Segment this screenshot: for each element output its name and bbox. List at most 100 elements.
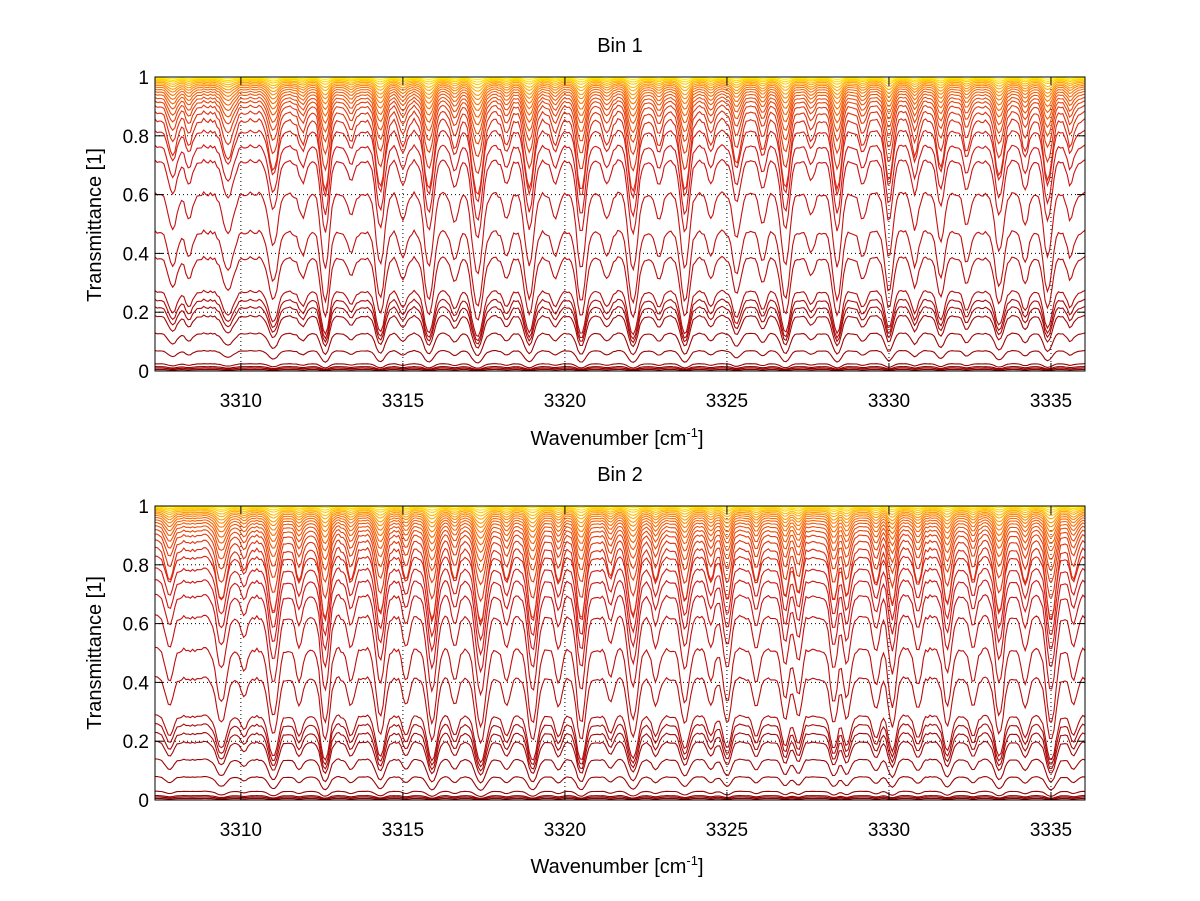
series-line — [154, 78, 1086, 83]
x-tick-label: 3335 — [1030, 391, 1072, 412]
plot-title: Bin 1 — [597, 35, 643, 57]
series-line — [154, 190, 1086, 275]
series-line — [154, 96, 1086, 135]
series-line — [154, 110, 1086, 175]
series-line — [154, 88, 1086, 112]
series-line — [154, 546, 1086, 624]
series-line — [154, 514, 1086, 534]
y-tick-label: 0.4 — [123, 244, 150, 265]
series-line — [154, 508, 1086, 517]
series-line — [154, 593, 1086, 674]
series-line — [154, 529, 1086, 574]
y-axis-title: Transmittance [1] — [84, 576, 106, 730]
series-line — [154, 117, 1086, 196]
series-line — [154, 143, 1086, 221]
ticks: 3310 3315 3320 3325 3330 3335 0 0.2 0.4 0.6 0.8 1 — [123, 68, 1085, 412]
ticks: 3310 3315 3320 3325 3330 3335 0 0.2 0.4 0.6 0.8 1 — [123, 497, 1085, 841]
series-line — [154, 90, 1086, 118]
series-line — [154, 349, 1086, 364]
series-line — [154, 533, 1086, 586]
series-line — [154, 77, 1085, 81]
y-tick-label: 0.8 — [123, 556, 149, 577]
x-tick-label: 3310 — [220, 820, 262, 841]
series-line — [154, 578, 1086, 657]
x-tick-label: 3310 — [220, 391, 262, 412]
series-line — [155, 506, 1085, 509]
series-line — [154, 298, 1086, 342]
x-axis-title-main: Wavenumber [cm — [530, 856, 686, 878]
series-line — [154, 158, 1086, 239]
series-line — [154, 80, 1086, 89]
x-tick-label: 3330 — [868, 391, 910, 412]
series-line — [154, 519, 1086, 546]
y-tick-label: 0.8 — [123, 127, 149, 148]
axes-frame — [154, 505, 1086, 801]
y-tick-label: 0 — [138, 362, 149, 383]
series-line — [154, 86, 1086, 106]
series-line — [154, 82, 1086, 96]
series-line — [154, 614, 1086, 697]
series-line — [154, 675, 1086, 745]
y-tick-label: 0.4 — [123, 673, 150, 694]
series-group — [154, 77, 1086, 371]
series-line — [155, 795, 1086, 799]
y-tick-label: 1 — [138, 497, 149, 518]
x-axis-title: Wavenumber [cm-1] — [530, 425, 703, 450]
x-tick-label: 3325 — [706, 391, 748, 412]
series-line — [154, 255, 1086, 321]
series-line — [154, 539, 1086, 603]
x-tick-label: 3315 — [382, 820, 424, 841]
x-tick-label: 3320 — [544, 391, 586, 412]
y-tick-label: 0.2 — [123, 732, 149, 753]
series-line — [155, 796, 1085, 800]
x-tick-label: 3325 — [706, 820, 748, 841]
series-line — [154, 366, 1086, 370]
axes-bin-2: Bin 2 3310 3315 3320 3325 3330 3335 0 0.2 0.4 0.6… — [84, 464, 1086, 878]
series-line — [154, 516, 1086, 539]
series-group — [154, 506, 1086, 800]
series-line — [154, 228, 1086, 307]
series-line — [155, 506, 1086, 511]
axes-frame — [154, 76, 1086, 372]
series-line — [154, 99, 1086, 145]
x-axis-title-superscript: -1 — [686, 425, 698, 440]
series-line — [154, 567, 1086, 642]
series-line — [154, 521, 1086, 554]
series-line — [154, 104, 1086, 158]
x-axis-title-main: Wavenumber [cm — [530, 428, 686, 450]
series-line — [154, 368, 1086, 371]
series-line — [154, 740, 1086, 776]
y-tick-label: 0.2 — [123, 303, 149, 324]
series-line — [154, 555, 1086, 627]
series-line — [154, 84, 1086, 101]
series-line — [154, 79, 1086, 86]
series-line — [154, 363, 1086, 369]
series-line — [155, 790, 1086, 798]
y-tick-label: 1 — [138, 68, 149, 89]
series-line — [155, 511, 1086, 524]
series-line — [154, 81, 1086, 92]
series-line — [155, 367, 1085, 371]
y-axis-title: Transmittance [1] — [84, 148, 106, 302]
series-line — [154, 525, 1086, 563]
x-tick-label: 3330 — [868, 820, 910, 841]
plot-title: Bin 2 — [597, 464, 643, 486]
x-tick-label: 3315 — [382, 391, 424, 412]
series-line — [155, 513, 1086, 529]
x-axis-title: Wavenumber [cm-1] — [530, 853, 703, 878]
series-line — [154, 289, 1086, 338]
series-line — [154, 314, 1086, 349]
y-tick-label: 0.6 — [123, 615, 149, 636]
axes-bin-1: Bin 1 3310 3315 3320 3325 3330 3335 0 0.2 0.4 0.6… — [84, 35, 1086, 450]
x-axis-title-suffix: ] — [698, 856, 704, 878]
series-line — [154, 723, 1086, 768]
series-line — [154, 332, 1086, 357]
series-line — [154, 305, 1086, 345]
x-tick-label: 3335 — [1030, 820, 1072, 841]
series-line — [154, 758, 1086, 784]
series-line — [155, 797, 1086, 800]
series-line — [154, 714, 1086, 764]
x-axis-title-suffix: ] — [698, 428, 704, 450]
x-axis-title-superscript: -1 — [686, 853, 698, 868]
